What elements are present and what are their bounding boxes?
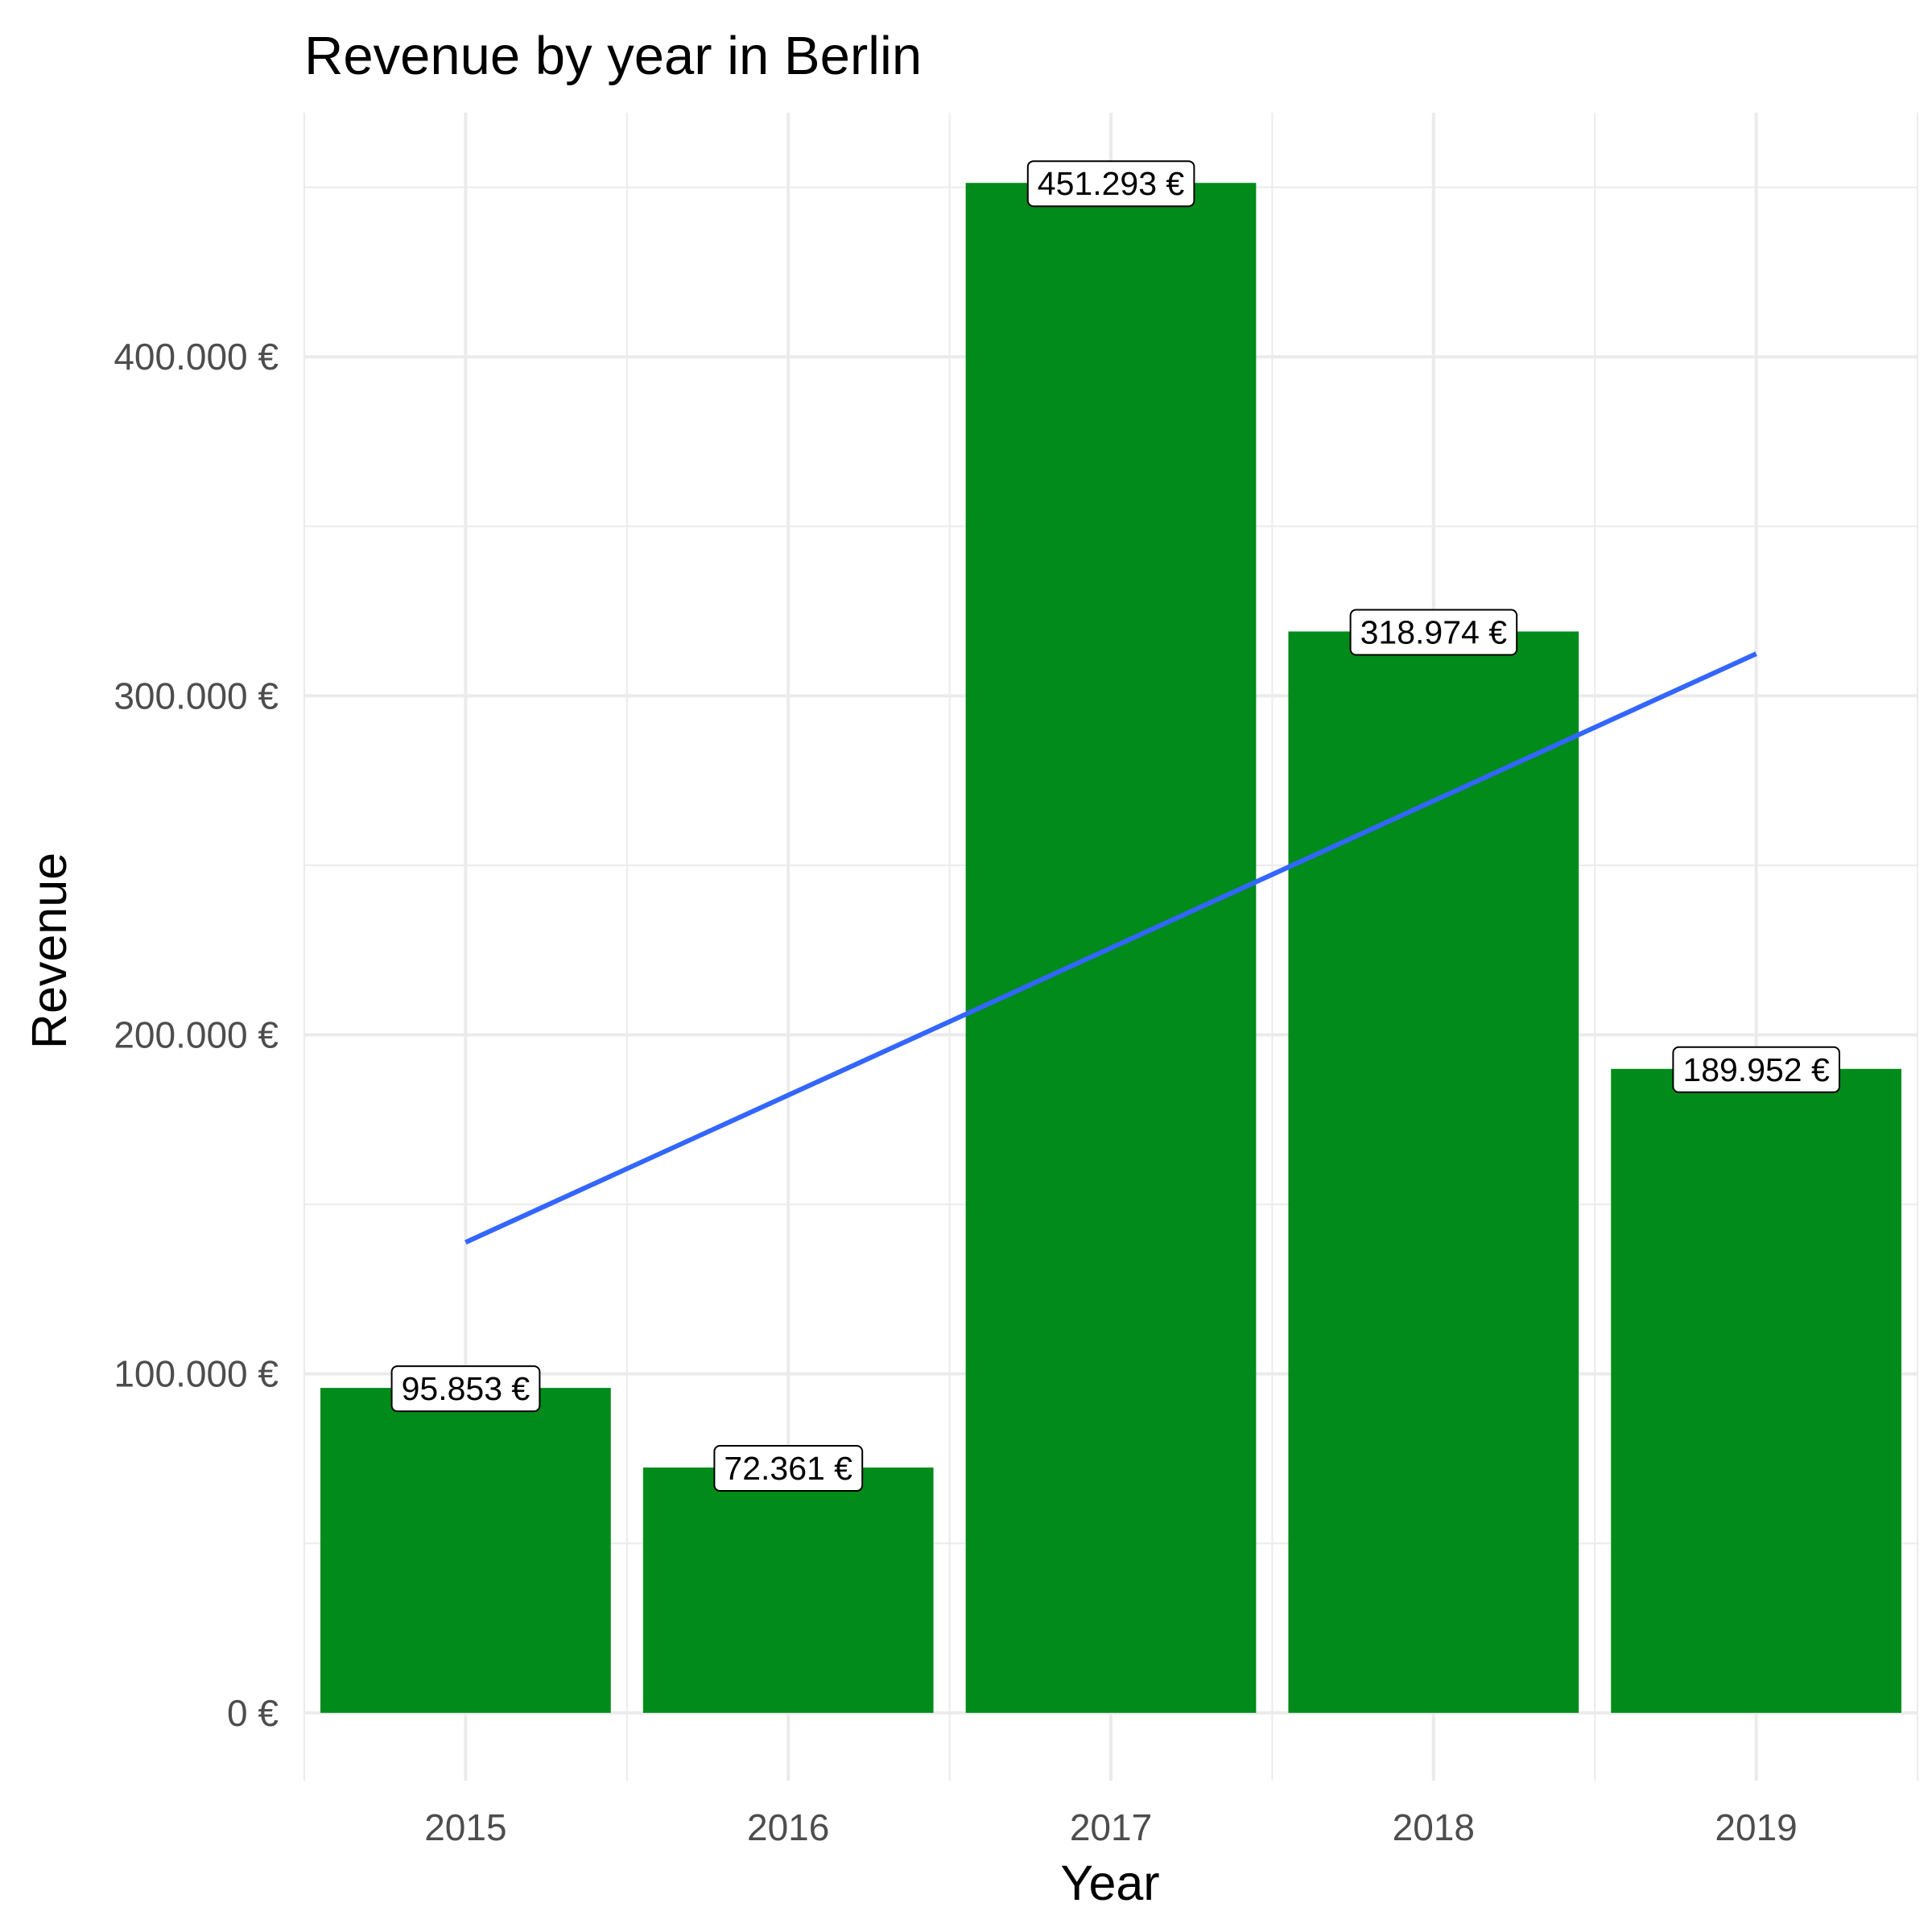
- x-tick-label: 2016: [747, 1806, 829, 1848]
- data-label-text: 451.293 €: [1038, 165, 1185, 202]
- chart-title: Revenue by year in Berlin: [304, 26, 922, 86]
- data-label-box: [1349, 609, 1518, 656]
- data-label-box: [390, 1365, 541, 1413]
- data-label-2019: 189.952 €: [1672, 1046, 1840, 1093]
- y-tick-label: 200.000 €: [114, 1013, 279, 1055]
- bars: [320, 183, 1901, 1713]
- x-tick-label: 2018: [1393, 1806, 1475, 1848]
- data-label-text: 318.974 €: [1360, 613, 1508, 650]
- data-label-box: [1026, 160, 1195, 208]
- data-label-2016: 72.361 €: [713, 1445, 864, 1492]
- data-label-text: 95.853 €: [402, 1370, 530, 1407]
- bar-2016: [642, 1468, 934, 1713]
- x-tick-label: 2015: [424, 1806, 506, 1848]
- data-labels: 95.853 € 72.361 € 451.293 € 318.974 € 189.95…: [390, 160, 1840, 1492]
- x-tick-label: 2019: [1715, 1806, 1797, 1848]
- bar-2015: [320, 1388, 611, 1713]
- y-tick-label: 0 €: [227, 1692, 279, 1734]
- bar-2019: [1611, 1068, 1901, 1713]
- data-label-2018: 318.974 €: [1349, 609, 1518, 656]
- y-tick-label: 400.000 €: [114, 336, 279, 378]
- y-tick-label: 100.000 €: [114, 1353, 279, 1395]
- data-label-2015: 95.853 €: [390, 1365, 541, 1413]
- data-label-box: [1672, 1046, 1840, 1093]
- data-label-text: 189.952 €: [1682, 1051, 1830, 1088]
- trend-line: [464, 651, 1757, 1245]
- data-label-text: 72.361 €: [724, 1450, 852, 1487]
- data-label-box: [713, 1445, 864, 1492]
- data-label-2017: 451.293 €: [1026, 160, 1195, 208]
- x-axis-tick-labels: 2015 2016 2017 2018 2019: [424, 1806, 1798, 1848]
- x-axis-title: Year: [1060, 1856, 1159, 1910]
- y-axis-tick-labels: 0 € 100.000 € 200.000 € 300.000 € 400.000 €: [114, 336, 279, 1734]
- bar-2018: [1288, 631, 1579, 1713]
- x-tick-label: 2017: [1070, 1806, 1152, 1848]
- trend-line-group: [464, 651, 1757, 1245]
- y-axis-title: Revenue: [22, 852, 76, 1049]
- y-tick-label: 300.000 €: [114, 675, 279, 716]
